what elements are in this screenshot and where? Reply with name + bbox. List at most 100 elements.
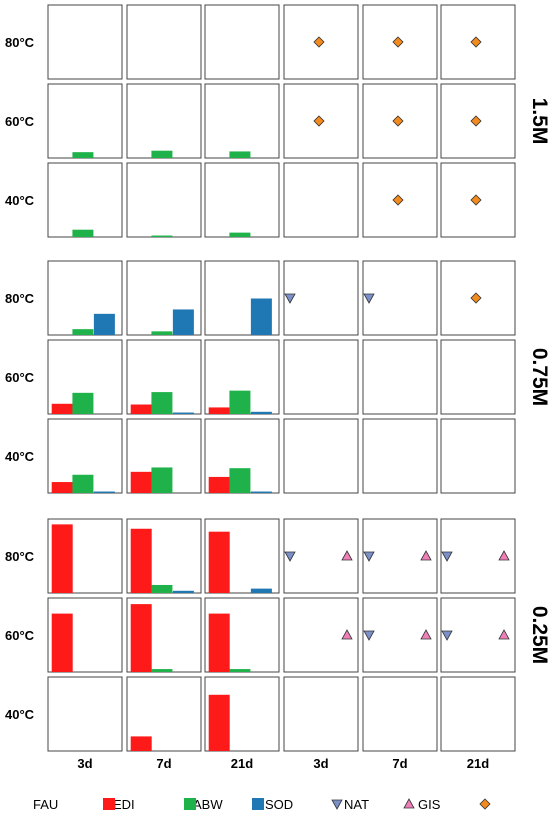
panel-1-5m-40-c-markers-7d xyxy=(362,162,438,238)
panel-1-5m-40-c-markers-21d xyxy=(440,162,516,238)
marker-sod-0-25m-60-c-21d xyxy=(441,630,453,641)
panel-0-75m-80-c-bars-3d xyxy=(47,260,123,336)
bar-abw-0-25m-80-c-7d xyxy=(172,590,194,593)
panel-0-75m-40-c-markers-21d xyxy=(440,418,516,494)
bar-fau-0-25m-60-c-7d xyxy=(130,604,152,672)
bar-abw-0-75m-60-c-7d xyxy=(172,412,194,414)
panel-frame xyxy=(126,162,202,238)
bar-fau-0-75m-60-c-3d xyxy=(51,403,73,414)
temp-label-0-25m-40-c: 40°C xyxy=(5,707,35,722)
legend-label-edi: EDI xyxy=(113,797,135,812)
temp-label-1-5m-60-c: 60°C xyxy=(5,114,35,129)
panel-0-75m-40-c-markers-3d xyxy=(283,418,359,494)
panel-0-25m-80-c-bars-21d xyxy=(204,518,280,594)
temp-label-1-5m-80-c: 80°C xyxy=(5,35,35,50)
panel-frame xyxy=(47,676,123,752)
panel-0-25m-40-c-bars-21d xyxy=(204,676,280,752)
panel-frame xyxy=(283,162,359,238)
temp-label-0-75m-60-c: 60°C xyxy=(5,370,35,385)
panel-0-25m-80-c-bars-3d xyxy=(47,518,123,594)
legend-swatch-fau xyxy=(103,798,115,810)
panel-0-25m-40-c-markers-7d xyxy=(362,676,438,752)
bar-edi-0-75m-80-c-7d xyxy=(151,331,173,335)
panel-0-25m-60-c-markers-3d xyxy=(283,597,359,673)
bar-fau-0-75m-60-c-7d xyxy=(130,404,152,414)
panel-0-75m-60-c-markers-7d xyxy=(362,339,438,415)
legend-label-abw: ABW xyxy=(193,797,223,812)
panel-1-5m-60-c-markers-21d xyxy=(440,83,516,159)
marker-gis-0-75m-80-c-21d xyxy=(470,292,482,304)
panel-1-5m-60-c-markers-3d xyxy=(283,83,359,159)
panel-0-75m-80-c-bars-21d xyxy=(204,260,280,336)
panel-0-75m-60-c-markers-21d xyxy=(440,339,516,415)
panel-1-5m-60-c-bars-21d xyxy=(204,83,280,159)
legend-swatch-nat xyxy=(403,798,415,809)
panel-frame xyxy=(440,676,516,752)
panel-0-25m-60-c-bars-3d xyxy=(47,597,123,673)
marker-sod-0-25m-80-c-7d xyxy=(363,551,375,562)
panel-0-25m-40-c-bars-7d xyxy=(126,676,202,752)
panel-0-75m-40-c-bars-3d xyxy=(47,418,123,494)
marker-nat-0-25m-80-c-3d xyxy=(341,550,353,561)
panel-frame xyxy=(283,418,359,494)
panel-frame xyxy=(126,4,202,80)
marker-sod-0-25m-80-c-3d xyxy=(284,551,296,562)
bar-edi-1-5m-40-c-7d xyxy=(151,235,173,237)
marker-nat-0-25m-60-c-7d xyxy=(420,629,432,640)
panel-frame xyxy=(126,83,202,159)
bar-edi-0-75m-60-c-7d xyxy=(151,392,173,414)
bar-fau-0-25m-80-c-3d xyxy=(51,524,73,593)
bar-fau-0-75m-40-c-3d xyxy=(51,482,73,493)
panel-0-25m-60-c-bars-21d xyxy=(204,597,280,673)
labels-layer: 80°C 60°C 40°C 1.5M 80°C 60°C 40°C 0.75M 80°C 60°… xyxy=(5,35,550,771)
temp-label-0-75m-80-c: 80°C xyxy=(5,291,35,306)
bar-abw-0-75m-80-c-7d xyxy=(172,309,194,335)
time-label-2: 21d xyxy=(231,756,253,771)
bar-edi-0-75m-40-c-7d xyxy=(151,467,173,493)
panel-0-25m-40-c-markers-21d xyxy=(440,676,516,752)
legend-label-gis: GIS xyxy=(418,797,441,812)
panel-1-5m-40-c-bars-21d xyxy=(204,162,280,238)
panel-1-5m-40-c-markers-3d xyxy=(283,162,359,238)
bar-edi-0-75m-60-c-21d xyxy=(229,390,251,414)
bar-edi-1-5m-60-c-7d xyxy=(151,150,173,158)
time-label-4: 7d xyxy=(392,756,407,771)
time-label-3: 3d xyxy=(313,756,328,771)
panel-1-5m-60-c-markers-7d xyxy=(362,83,438,159)
panel-1-5m-40-c-bars-7d xyxy=(126,162,202,238)
marker-sod-0-25m-60-c-7d xyxy=(363,630,375,641)
marker-nat-0-25m-80-c-21d xyxy=(498,550,510,561)
legend-label-fau: FAU xyxy=(33,797,58,812)
legend-swatch-abw xyxy=(252,798,264,810)
legend-swatch-sod xyxy=(331,799,343,810)
bar-abw-0-75m-60-c-21d xyxy=(250,411,272,414)
bar-fau-0-75m-40-c-7d xyxy=(130,471,152,493)
temp-label-1-5m-40-c: 40°C xyxy=(5,193,35,208)
panel-frame xyxy=(47,4,123,80)
panel-1-5m-40-c-bars-3d xyxy=(47,162,123,238)
panel-0-25m-80-c-bars-7d xyxy=(126,518,202,594)
time-label-5: 21d xyxy=(467,756,489,771)
bar-abw-0-75m-40-c-21d xyxy=(250,491,272,493)
panel-frame xyxy=(362,676,438,752)
bar-fau-0-25m-60-c-21d xyxy=(208,613,230,672)
bar-edi-0-75m-60-c-3d xyxy=(72,392,94,414)
panel-0-75m-40-c-bars-7d xyxy=(126,418,202,494)
marker-sod-0-75m-80-c-7d xyxy=(363,293,375,304)
panel-0-25m-80-c-markers-7d xyxy=(362,518,438,594)
marker-nat-0-25m-60-c-3d xyxy=(341,629,353,640)
panel-0-75m-80-c-bars-7d xyxy=(126,260,202,336)
bar-edi-0-25m-60-c-21d xyxy=(229,669,251,672)
panel-frame xyxy=(362,418,438,494)
panel-frame xyxy=(283,339,359,415)
bar-edi-1-5m-40-c-3d xyxy=(72,229,94,237)
panel-frame xyxy=(362,339,438,415)
bar-fau-0-75m-40-c-21d xyxy=(208,476,230,493)
bar-edi-1-5m-40-c-21d xyxy=(229,232,251,237)
bar-edi-0-25m-80-c-7d xyxy=(151,584,173,593)
panel-1-5m-60-c-bars-7d xyxy=(126,83,202,159)
panel-1-5m-80-c-markers-3d xyxy=(283,4,359,80)
panel-1-5m-60-c-bars-3d xyxy=(47,83,123,159)
panel-frame xyxy=(283,260,359,336)
